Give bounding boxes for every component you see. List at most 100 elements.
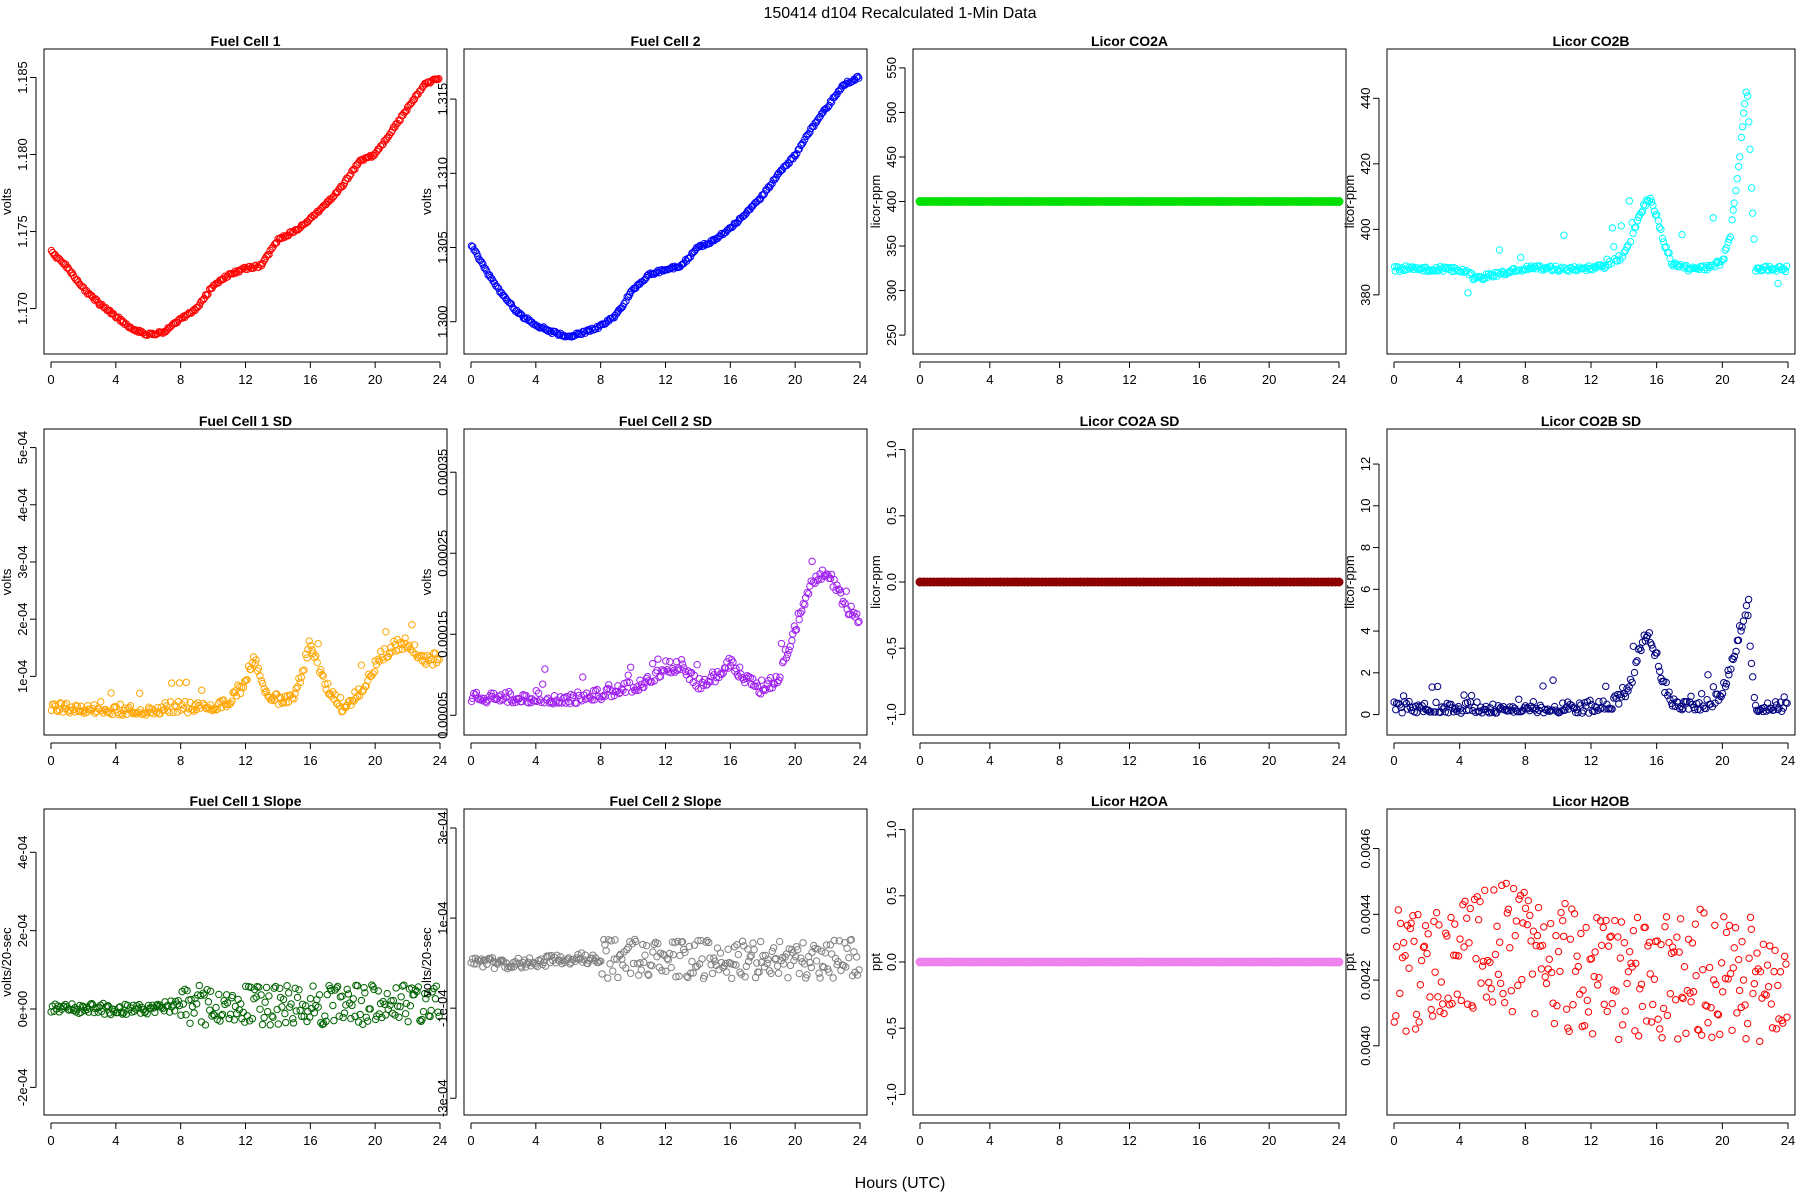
data-point <box>853 953 861 961</box>
data-point <box>855 966 863 974</box>
data-point <box>401 108 410 116</box>
data-point <box>799 939 807 947</box>
data-point <box>1655 223 1664 232</box>
data-point <box>1729 964 1737 972</box>
x-tick-label: 24 <box>433 1133 447 1148</box>
y-tick-label: 420 <box>1358 153 1373 175</box>
data-point <box>1427 1005 1435 1014</box>
data-point <box>1608 224 1617 232</box>
data-point <box>1398 709 1406 717</box>
data-point <box>784 973 792 982</box>
data-point <box>1432 908 1441 917</box>
data-point <box>640 683 648 691</box>
plot-frame <box>463 48 868 355</box>
y-tick-label: 10 <box>1358 499 1373 513</box>
y-tick-label: 4e-04 <box>15 488 30 521</box>
data-point <box>1756 1037 1764 1046</box>
data-point <box>186 1019 194 1027</box>
y-tick-label: 0.5 <box>884 507 899 525</box>
data-point <box>719 669 727 677</box>
data-point <box>769 944 778 952</box>
data-point <box>1513 708 1522 716</box>
data-point <box>625 678 634 687</box>
data-point <box>1508 1007 1517 1016</box>
data-point <box>1419 943 1428 951</box>
data-point <box>724 945 732 953</box>
data-point <box>626 663 635 671</box>
data-point <box>209 1010 217 1018</box>
data-point <box>307 642 315 650</box>
x-tick-label: 0 <box>47 372 54 387</box>
data-point <box>472 688 481 697</box>
data-point <box>1549 999 1557 1007</box>
data-point <box>270 984 278 992</box>
data-point <box>1477 979 1485 987</box>
data-point <box>637 966 645 974</box>
data-point <box>306 994 315 1003</box>
data-point <box>1671 996 1680 1004</box>
panel-title: Fuel Cell 1 SD <box>199 413 292 429</box>
data-point <box>1747 184 1756 192</box>
data-point <box>1625 197 1634 205</box>
data-point <box>1662 913 1671 921</box>
data-point <box>1558 916 1567 925</box>
data-point <box>50 1007 58 1015</box>
data-point <box>265 992 273 1000</box>
data-point <box>1334 957 1344 967</box>
x-tick-label: 0 <box>47 1133 54 1148</box>
data-point <box>776 673 784 681</box>
data-point <box>179 704 188 713</box>
data-point <box>782 654 791 662</box>
data-point <box>1421 921 1430 930</box>
x-tick-label: 4 <box>986 1133 993 1148</box>
data-point <box>1463 914 1471 922</box>
data-point <box>187 995 195 1004</box>
data-point <box>196 991 205 1000</box>
data-point <box>1465 939 1473 947</box>
data-point <box>1679 704 1687 713</box>
data-point <box>252 993 260 1001</box>
plot-frame <box>43 428 448 736</box>
data-point <box>1590 707 1598 716</box>
data-point <box>435 1012 443 1020</box>
data-point <box>1600 264 1609 272</box>
data-point <box>292 684 300 693</box>
y-tick-label: -2e-04 <box>15 1069 30 1107</box>
x-tick-label: 8 <box>177 1133 184 1148</box>
data-point <box>242 982 250 991</box>
data-point <box>588 696 596 704</box>
data-point <box>1730 199 1738 207</box>
data-point <box>667 669 675 677</box>
data-point <box>1614 933 1622 941</box>
y-tick-label: 0.0 <box>884 573 899 591</box>
data-point <box>622 297 630 305</box>
data-point <box>1413 708 1421 717</box>
data-point <box>333 699 341 708</box>
data-point <box>1734 162 1743 171</box>
data-point <box>1478 962 1487 970</box>
y-tick-label: 400 <box>884 191 899 213</box>
data-point <box>1545 955 1554 963</box>
data-point <box>266 1021 274 1029</box>
data-point <box>181 697 189 706</box>
data-point <box>353 982 362 990</box>
data-point <box>1405 697 1413 706</box>
data-point <box>173 708 181 716</box>
data-point <box>1749 673 1757 681</box>
data-point <box>1697 1031 1706 1039</box>
data-point <box>1632 959 1640 968</box>
data-point <box>1708 1033 1716 1041</box>
data-point <box>1783 1013 1791 1021</box>
data-point <box>1512 917 1521 925</box>
data-point <box>1657 940 1665 949</box>
data-point <box>1447 700 1455 709</box>
x-tick-label: 20 <box>788 753 802 768</box>
data-point <box>1726 969 1735 978</box>
data-point <box>610 691 618 700</box>
data-point <box>384 1005 393 1014</box>
data-point <box>482 697 490 706</box>
data-point <box>1629 926 1638 935</box>
data-point <box>1674 1035 1682 1043</box>
x-tick-label: 4 <box>1456 1133 1463 1148</box>
